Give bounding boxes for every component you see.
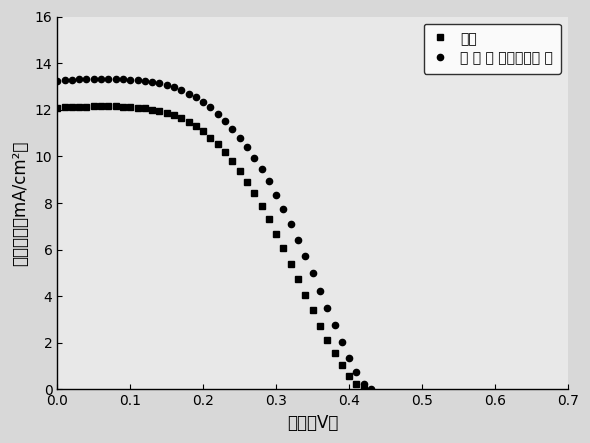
金 属 硫 硒复合物阵 列 [244, 144, 251, 150]
铜片 [273, 231, 280, 236]
铜片 [214, 142, 221, 147]
金 属 硫 硒复合物阵 列 [207, 105, 214, 110]
铜片 [112, 104, 119, 109]
金 属 硫 硒复合物阵 列 [214, 111, 221, 117]
Line: 金 属 硫 硒复合物阵 列: 金 属 硫 硒复合物阵 列 [54, 76, 374, 392]
铜片 [54, 105, 61, 111]
金 属 硫 硒复合物阵 列 [346, 355, 353, 361]
铜片 [105, 104, 112, 109]
金 属 硫 硒复合物阵 列 [68, 77, 76, 82]
金 属 硫 硒复合物阵 列 [178, 88, 185, 93]
铜片 [258, 203, 265, 209]
金 属 硫 硒复合物阵 列 [192, 95, 199, 100]
金 属 硫 硒复合物阵 列 [294, 237, 301, 242]
金 属 硫 硒复合物阵 列 [83, 76, 90, 82]
铜片 [287, 261, 294, 266]
铜片 [301, 292, 309, 298]
铜片 [171, 113, 178, 118]
铜片 [76, 104, 83, 109]
铜片 [353, 382, 360, 387]
铜片 [251, 190, 258, 196]
金 属 硫 硒复合物阵 列 [251, 155, 258, 160]
金 属 硫 硒复合物阵 列 [331, 323, 338, 328]
金 属 硫 硒复合物阵 列 [360, 382, 367, 387]
金 属 硫 硒复合物阵 列 [105, 76, 112, 82]
铜片 [97, 104, 104, 109]
金 属 硫 硒复合物阵 列 [324, 306, 331, 311]
Y-axis label: 电流密度（mA/cm²）: 电流密度（mA/cm²） [11, 140, 29, 266]
金 属 硫 硒复合物阵 列 [309, 271, 316, 276]
金 属 硫 硒复合物阵 列 [163, 82, 171, 88]
铜片 [199, 129, 206, 134]
金 属 硫 硒复合物阵 列 [338, 339, 345, 345]
金 属 硫 硒复合物阵 列 [127, 77, 134, 82]
金 属 硫 硒复合物阵 列 [229, 126, 236, 132]
X-axis label: 电压（V）: 电压（V） [287, 414, 338, 432]
铜片 [244, 179, 251, 184]
铜片 [294, 276, 301, 282]
铜片 [338, 362, 345, 368]
金 属 硫 硒复合物阵 列 [280, 206, 287, 211]
Line: 铜片: 铜片 [54, 104, 366, 392]
铜片 [280, 246, 287, 251]
金 属 硫 硒复合物阵 列 [171, 85, 178, 90]
金 属 硫 硒复合物阵 列 [119, 76, 126, 82]
铜片 [229, 159, 236, 164]
金 属 硫 硒复合物阵 列 [368, 387, 375, 392]
金 属 硫 硒复合物阵 列 [258, 167, 265, 172]
铜片 [331, 351, 338, 356]
金 属 硫 硒复合物阵 列 [301, 254, 309, 259]
铜片 [127, 105, 134, 110]
铜片 [346, 373, 353, 378]
铜片 [236, 168, 243, 174]
铜片 [207, 135, 214, 140]
铜片 [360, 387, 367, 392]
铜片 [316, 323, 323, 328]
金 属 硫 硒复合物阵 列 [266, 179, 273, 184]
铜片 [83, 104, 90, 109]
金 属 硫 硒复合物阵 列 [185, 91, 192, 96]
金 属 硫 硒复合物阵 列 [273, 192, 280, 197]
金 属 硫 硒复合物阵 列 [236, 135, 243, 140]
铜片 [192, 124, 199, 129]
铜片 [324, 338, 331, 343]
铜片 [141, 106, 148, 111]
铜片 [156, 109, 163, 114]
铜片 [309, 308, 316, 313]
金 属 硫 硒复合物阵 列 [97, 76, 104, 82]
金 属 硫 硒复合物阵 列 [149, 79, 156, 85]
铜片 [90, 104, 97, 109]
铜片 [68, 105, 76, 110]
铜片 [61, 105, 68, 110]
铜片 [185, 119, 192, 124]
铜片 [163, 110, 171, 116]
金 属 硫 硒复合物阵 列 [316, 288, 323, 293]
金 属 硫 硒复合物阵 列 [76, 76, 83, 82]
铜片 [134, 105, 141, 110]
铜片 [221, 150, 228, 155]
金 属 硫 硒复合物阵 列 [199, 100, 206, 105]
铜片 [266, 217, 273, 222]
铜片 [119, 104, 126, 109]
金 属 硫 硒复合物阵 列 [134, 78, 141, 83]
金 属 硫 硒复合物阵 列 [221, 118, 228, 124]
铜片 [149, 107, 156, 112]
金 属 硫 硒复合物阵 列 [61, 78, 68, 83]
金 属 硫 硒复合物阵 列 [90, 76, 97, 82]
金 属 硫 硒复合物阵 列 [54, 78, 61, 83]
金 属 硫 硒复合物阵 列 [287, 222, 294, 227]
金 属 硫 硒复合物阵 列 [353, 370, 360, 375]
铜片 [178, 116, 185, 121]
金 属 硫 硒复合物阵 列 [141, 78, 148, 83]
金 属 硫 硒复合物阵 列 [156, 81, 163, 86]
Legend: 铜片, 金 属 硫 硒复合物阵 列: 铜片, 金 属 硫 硒复合物阵 列 [424, 23, 561, 74]
金 属 硫 硒复合物阵 列 [112, 76, 119, 82]
